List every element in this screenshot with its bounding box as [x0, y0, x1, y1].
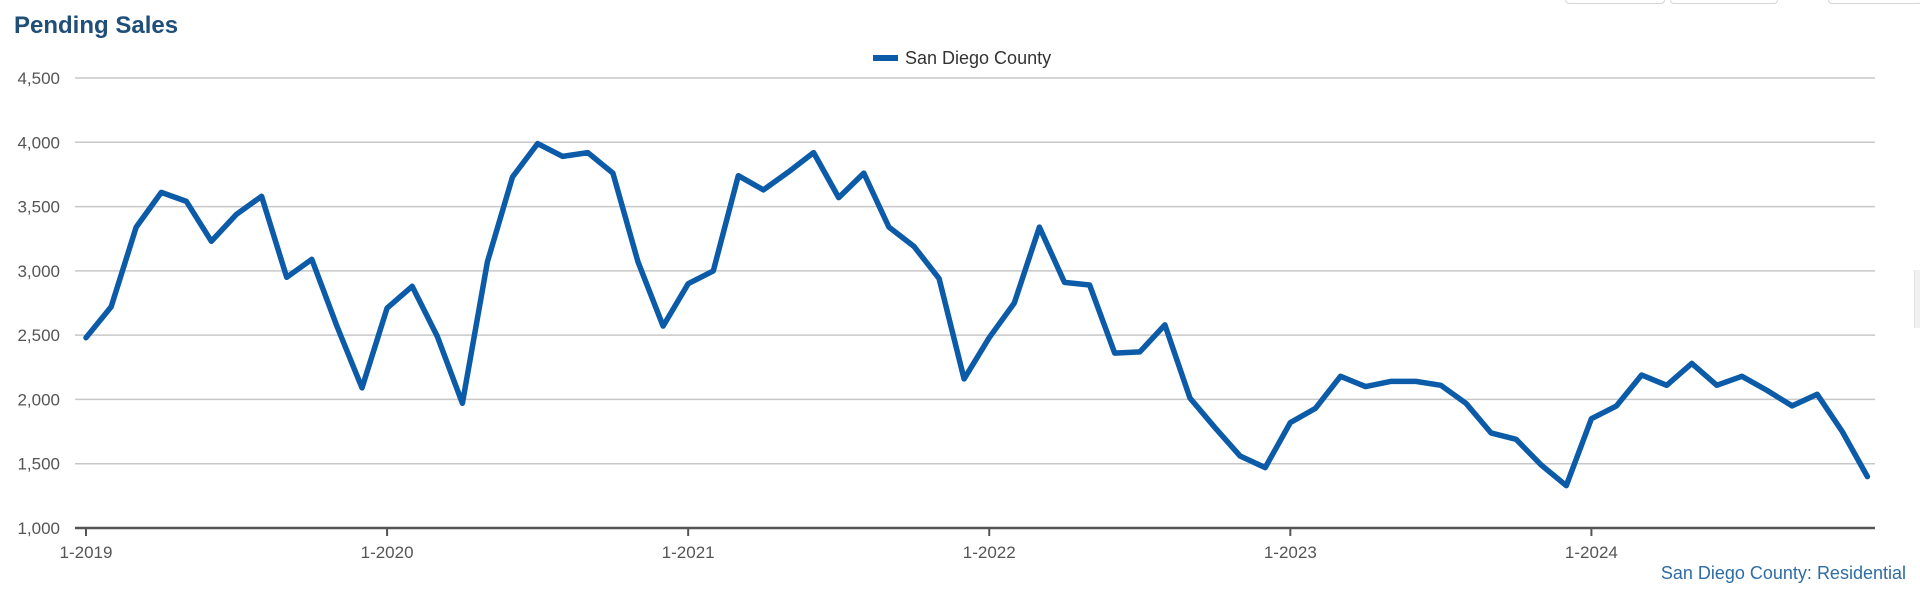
y-tick-label: 3,500: [17, 198, 60, 217]
y-tick-label: 3,000: [17, 262, 60, 281]
series-line: [83, 140, 1871, 489]
y-tick-label: 1,000: [17, 519, 60, 538]
x-axis: [75, 526, 1875, 536]
x-axis-labels: 1-2019 1-2020 1-2021 1-2022 1-2023 1-2024: [60, 543, 1618, 562]
chart-title: Pending Sales: [14, 12, 179, 39]
x-tick-label: 1-2022: [963, 543, 1016, 562]
source-note[interactable]: San Diego County: Residential: [1661, 563, 1906, 583]
x-tick-label: 1-2023: [1264, 543, 1317, 562]
y-tick-label: 4,500: [17, 69, 60, 88]
series-layer: [83, 140, 1871, 489]
legend: San Diego County: [873, 48, 1051, 68]
y-tick-label: 4,000: [17, 133, 60, 152]
y-tick-label: 2,000: [17, 390, 60, 409]
x-tick-label: 1-2019: [60, 543, 113, 562]
legend-label[interactable]: San Diego County: [905, 48, 1051, 68]
y-tick-label: 1,500: [17, 455, 60, 474]
x-tick-label: 1-2024: [1565, 543, 1618, 562]
y-tick-label: 2,500: [17, 326, 60, 345]
x-tick-label: 1-2021: [662, 543, 715, 562]
x-tick-label: 1-2020: [361, 543, 414, 562]
y-axis-labels: 1,000 1,500 2,000 2,500 3,000 3,500 4,000 4,500: [17, 69, 60, 538]
scroll-handle[interactable]: [1914, 270, 1920, 328]
grid-lines: [75, 77, 1875, 465]
top-tab[interactable]: [1828, 0, 1920, 4]
